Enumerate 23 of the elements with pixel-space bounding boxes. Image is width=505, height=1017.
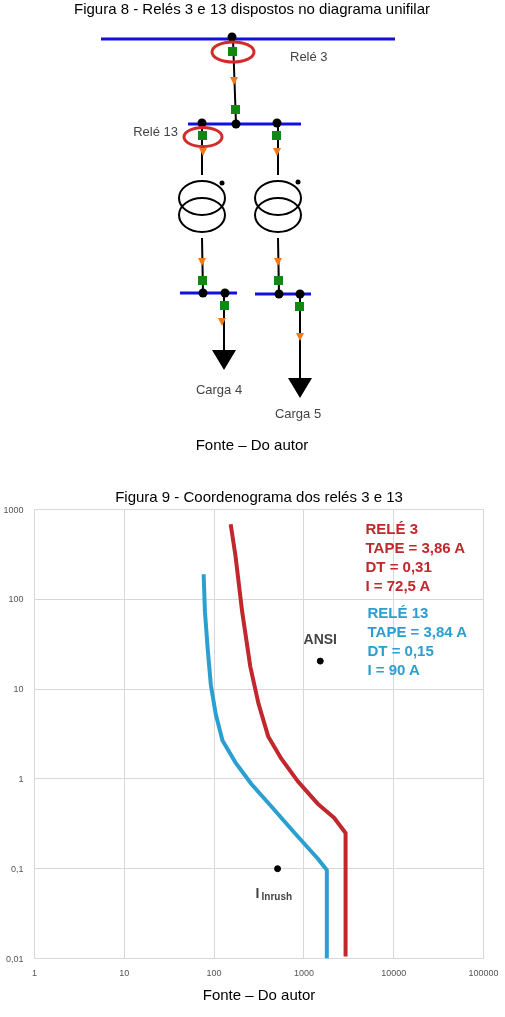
y-tick-label: 10 [13, 684, 24, 695]
x-tick-label: 100 [206, 967, 222, 978]
text: Relé 3 [290, 49, 328, 64]
chart-title: Figura 9 - Coordenograma dos relés 3 e 13 [115, 487, 403, 505]
x-tick-label: 1 [32, 967, 38, 978]
text: Carga 5 [274, 406, 322, 421]
text: RELÉ 13 TAPE = 3,84 A DT = 0,15 I = 90 A [367, 603, 468, 678]
x-tick-label: 1000 [293, 967, 314, 978]
annotation: ANSI [303, 631, 337, 648]
x-tick-label: 10 [119, 967, 130, 978]
y-tick-label: 1 [18, 773, 24, 784]
y-tick-label: 1000 [3, 504, 24, 515]
text: RELÉ 3 TAPE = 3,86 A DT = 0,31 I = 72,5 A [365, 519, 466, 594]
y-tick-label: 0,1 [10, 863, 24, 874]
x-tick-label: 100000 [468, 967, 499, 978]
text: Figura 8 - Relés 3 e 13 dispostos no diagrama unifilar [73, 0, 431, 17]
source-note: Fonte – Do autor [202, 985, 316, 1003]
source-note: Fonte – Do autor [195, 436, 309, 453]
text: Carga 4 [195, 382, 243, 397]
y-tick-label: 100 [8, 594, 24, 605]
x-tick-label: 10000 [381, 967, 407, 978]
text: Relé 13 [133, 124, 178, 139]
y-tick-label: 0,01 [5, 953, 24, 964]
